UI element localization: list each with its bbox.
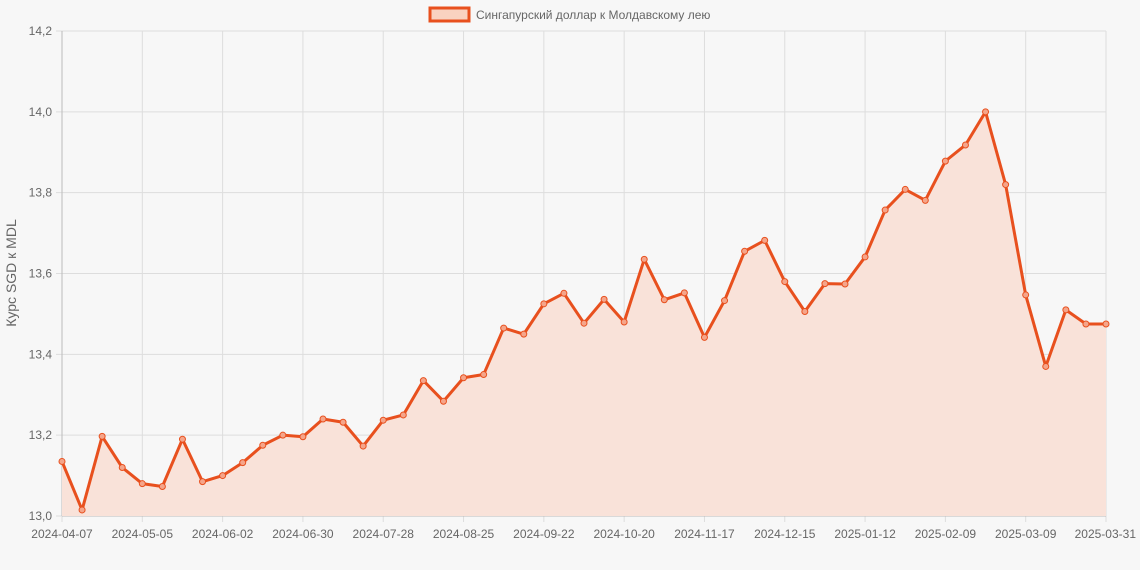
data-point[interactable] <box>58 457 66 465</box>
data-point[interactable] <box>1042 362 1050 370</box>
x-tick-label: 2025-01-12 <box>834 527 896 541</box>
series-area <box>62 111 1106 516</box>
data-point[interactable] <box>801 307 809 315</box>
legend-swatch[interactable] <box>428 6 471 23</box>
data-point[interactable] <box>239 459 247 467</box>
data-point[interactable] <box>660 296 668 304</box>
data-point[interactable] <box>600 295 608 303</box>
data-point[interactable] <box>98 432 106 440</box>
data-point[interactable] <box>540 300 548 308</box>
data-point[interactable] <box>78 506 86 514</box>
data-point[interactable] <box>439 397 447 405</box>
x-axis-ticks: 2024-04-07 2024-05-05 2024-06-02 2024-06-30… <box>31 527 1136 541</box>
x-tick-label: 2024-09-22 <box>513 527 575 541</box>
data-point[interactable] <box>901 185 909 193</box>
data-point[interactable] <box>741 247 749 255</box>
data-point[interactable] <box>480 371 488 379</box>
y-tick-label: 13,0 <box>29 509 53 523</box>
data-point[interactable] <box>640 255 648 263</box>
data-point[interactable] <box>761 236 769 244</box>
data-point[interactable] <box>339 418 347 426</box>
data-point[interactable] <box>841 280 849 288</box>
x-tick-label: 2024-06-30 <box>272 527 334 541</box>
y-axis-ticks: 13,0 13,2 13,4 13,6 13,8 14,0 14,2 <box>29 24 53 523</box>
data-point[interactable] <box>279 431 287 439</box>
x-tick-label: 2024-06-02 <box>192 527 254 541</box>
data-point[interactable] <box>1002 181 1010 189</box>
data-point[interactable] <box>299 433 307 441</box>
data-point[interactable] <box>359 442 367 450</box>
y-tick-label: 14,0 <box>29 105 53 119</box>
x-tick-label: 2024-04-07 <box>31 527 93 541</box>
data-point[interactable] <box>419 377 427 385</box>
data-point[interactable] <box>721 297 729 305</box>
data-point[interactable] <box>821 280 829 288</box>
data-point[interactable] <box>178 435 186 443</box>
data-point[interactable] <box>700 333 708 341</box>
data-point[interactable] <box>1022 291 1030 299</box>
data-point[interactable] <box>460 374 468 382</box>
data-point[interactable] <box>560 289 568 297</box>
legend[interactable]: Сингапурский доллар к Молдавскому лею <box>428 6 710 23</box>
y-tick-label: 13,8 <box>29 186 53 200</box>
data-point[interactable] <box>861 253 869 261</box>
data-point[interactable] <box>1102 320 1110 328</box>
x-tick-label: 2024-10-20 <box>593 527 655 541</box>
x-tick-label: 2025-03-09 <box>995 527 1057 541</box>
data-point[interactable] <box>399 411 407 419</box>
data-point[interactable] <box>1062 306 1070 314</box>
x-tick-label: 2024-12-15 <box>754 527 816 541</box>
y-tick-label: 13,2 <box>29 428 53 442</box>
y-tick-label: 13,6 <box>29 267 53 281</box>
data-point[interactable] <box>1082 320 1090 328</box>
data-point[interactable] <box>118 464 126 471</box>
data-point[interactable] <box>500 324 508 332</box>
x-tick-label: 2025-03-31 <box>1075 527 1137 541</box>
data-point[interactable] <box>921 196 929 204</box>
data-point[interactable] <box>941 157 949 165</box>
data-point[interactable] <box>680 289 688 297</box>
area-layer <box>62 111 1106 516</box>
data-point[interactable] <box>259 441 267 449</box>
data-point[interactable] <box>580 319 588 327</box>
data-point[interactable] <box>319 415 327 423</box>
legend-label[interactable]: Сингапурский доллар к Молдавскому лею <box>476 8 710 22</box>
x-tick-label: 2024-05-05 <box>112 527 174 541</box>
data-point[interactable] <box>138 480 146 488</box>
y-tick-label: 14,2 <box>29 24 53 38</box>
data-point[interactable] <box>158 482 166 490</box>
data-point[interactable] <box>199 478 207 486</box>
data-point[interactable] <box>982 108 990 116</box>
x-tick-label: 2024-07-28 <box>353 527 415 541</box>
data-point[interactable] <box>219 472 227 480</box>
x-tick-label: 2025-02-09 <box>915 527 977 541</box>
data-point[interactable] <box>961 141 969 149</box>
points-layer <box>58 108 1110 514</box>
data-point[interactable] <box>520 330 528 338</box>
x-tick-label: 2024-08-25 <box>433 527 495 541</box>
data-point[interactable] <box>620 318 628 326</box>
data-point[interactable] <box>881 206 889 214</box>
data-point[interactable] <box>781 278 789 286</box>
x-tick-label: 2024-11-17 <box>674 527 735 541</box>
y-axis-title: Курс SGD к MDL <box>3 219 19 327</box>
data-point[interactable] <box>379 416 387 424</box>
y-tick-label: 13,4 <box>29 347 53 361</box>
